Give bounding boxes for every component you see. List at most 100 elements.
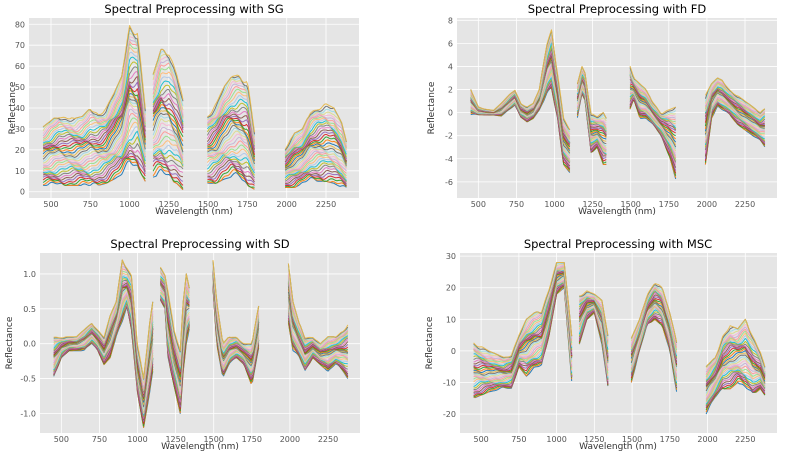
y-tick-label: 10	[446, 315, 456, 324]
y-tick-label: 20	[15, 146, 25, 155]
y-tick-label: 80	[15, 20, 25, 29]
y-tick-label: -0.5	[20, 375, 36, 384]
x-tick-label: 500	[471, 200, 486, 209]
y-axis-ticks: -6 -4 -2 0 2 4 6 8	[445, 16, 453, 187]
series-line	[473, 278, 766, 398]
x-axis-label: Wavelength (nm)	[578, 207, 656, 217]
series-line	[53, 259, 349, 380]
series-line	[42, 51, 347, 156]
series-line	[473, 263, 766, 371]
x-tick-label: 2000	[280, 435, 300, 444]
series-line	[473, 274, 766, 390]
y-tick-label: 0	[451, 347, 456, 356]
series-line	[42, 43, 347, 156]
x-tick-label: 1750	[242, 435, 262, 444]
series-line	[42, 143, 347, 183]
y-tick-label: 1.0	[23, 270, 36, 279]
y-tick-label: 0	[20, 188, 25, 197]
series-line	[473, 271, 766, 386]
series-line	[42, 87, 347, 167]
x-tick-label: 2250	[316, 200, 336, 209]
series-line	[473, 264, 766, 372]
series-line	[42, 150, 347, 184]
x-tick-label: 500	[54, 435, 69, 444]
series-line	[42, 27, 347, 151]
y-tick-label: 4	[448, 62, 453, 71]
series-group	[473, 262, 766, 415]
series-line	[473, 285, 766, 411]
x-tick-label: 1250	[584, 435, 604, 444]
x-axis-label: Wavelength (nm)	[161, 442, 239, 452]
series-line	[53, 268, 349, 396]
y-axis-ticks: 0 10 20 30 40 50 60 70 80	[15, 20, 25, 196]
series-line	[473, 273, 766, 388]
series-line	[473, 262, 766, 369]
x-tick-label: 500	[43, 200, 58, 209]
x-tick-label: 1500	[204, 435, 224, 444]
series-line	[473, 262, 766, 368]
series-line	[473, 282, 766, 407]
y-tick-label: 60	[15, 62, 25, 71]
y-tick-label: 6	[448, 39, 453, 48]
y-tick-label: -2	[445, 132, 453, 141]
x-tick-label: 1500	[622, 435, 642, 444]
x-tick-label: 1750	[660, 435, 680, 444]
series-line	[42, 136, 347, 182]
y-tick-label: -1.0	[20, 409, 36, 418]
series-line	[473, 276, 766, 396]
series-line	[473, 272, 766, 387]
x-tick-label: 1000	[546, 435, 566, 444]
series-line	[43, 126, 347, 180]
x-tick-label: 1000	[127, 435, 147, 444]
chart-title: Spectral Preprocessing with SG	[104, 2, 283, 16]
y-tick-label: 70	[15, 41, 25, 50]
y-tick-label: 10	[15, 167, 25, 176]
series-line	[43, 84, 347, 166]
x-tick-label: 750	[509, 200, 524, 209]
x-tick-label: 2000	[277, 200, 297, 209]
series-line	[42, 90, 347, 168]
x-tick-label: 1750	[237, 200, 257, 209]
series-line	[42, 117, 347, 177]
series-line	[42, 61, 347, 158]
series-group	[470, 29, 766, 180]
series-line	[42, 113, 347, 174]
series-line	[473, 285, 766, 413]
chart-msc: Spectral Preprocessing with MSC 500 750 10…	[425, 237, 777, 452]
y-tick-label: 50	[15, 83, 25, 92]
y-tick-label: 30	[446, 252, 456, 261]
x-axis-ticks: 500 750 1000 1250 1500 1750 2000 2250	[54, 435, 338, 444]
x-tick-label: 1250	[582, 200, 602, 209]
series-line	[42, 130, 347, 181]
x-tick-label: 2000	[697, 200, 717, 209]
series-line	[473, 275, 766, 394]
chart-title: Spectral Preprocessing with MSC	[524, 237, 712, 251]
x-tick-label: 1500	[621, 200, 641, 209]
y-axis-label: Reflectance	[427, 81, 437, 134]
x-axis-ticks: 500 750 1000 1250 1500 1750 2000 2250	[473, 435, 755, 444]
chart-sd: Spectral Preprocessing with SD 500 750 100…	[5, 237, 360, 452]
y-tick-label: -4	[445, 155, 453, 164]
series-line	[42, 71, 347, 161]
x-tick-label: 750	[83, 200, 98, 209]
series-line	[53, 269, 349, 397]
y-tick-label: 0.0	[23, 340, 36, 349]
y-axis-label: Reflectance	[8, 81, 18, 134]
series-line	[43, 101, 347, 173]
y-axis-ticks: -1.0 -0.5 0.0 0.5 1.0	[20, 270, 36, 419]
x-tick-label: 1250	[159, 200, 179, 209]
x-tick-label: 500	[473, 435, 488, 444]
y-tick-label: 2	[448, 86, 453, 95]
x-axis-ticks: 500 750 1000 1250 1500 1750 2000 2250	[471, 200, 755, 209]
x-axis-ticks: 500 750 1000 1250 1500 1750 2000 2250	[43, 200, 336, 209]
series-line	[42, 29, 347, 152]
series-line	[473, 265, 766, 375]
x-tick-label: 1000	[544, 200, 564, 209]
y-tick-label: -10	[443, 378, 456, 387]
series-line	[473, 266, 766, 378]
series-line	[473, 275, 766, 392]
chart-title: Spectral Preprocessing with SD	[110, 237, 289, 251]
series-line	[42, 56, 347, 157]
x-tick-label: 2250	[735, 435, 755, 444]
x-tick-label: 1500	[198, 200, 218, 209]
